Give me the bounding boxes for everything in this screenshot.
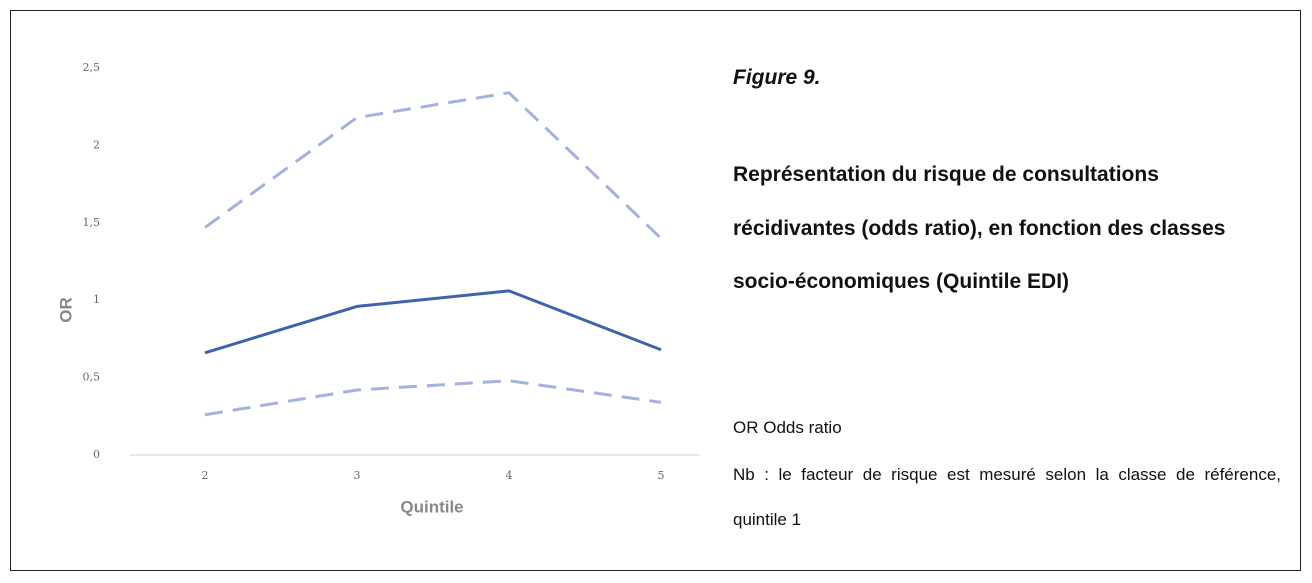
dashed-line <box>204 379 662 417</box>
y-tick-label: 0,5 <box>83 371 101 384</box>
line <box>204 289 662 355</box>
footnote: Nb : le facteur de risque est mesuré sel… <box>733 465 1281 529</box>
y-axis-label: OR <box>56 297 75 323</box>
y-tick-label: 1 <box>93 293 100 306</box>
y-tick-label: 0 <box>93 448 100 461</box>
x-tick-label: 3 <box>354 469 361 482</box>
x-tick-label: 2 <box>202 469 209 482</box>
x-tick-label: 5 <box>658 469 665 482</box>
chart: Quintile OR 0 0,5 1 1,5 2 2,5 2 3 4 5 <box>56 61 700 516</box>
figure-title: Représentation du risque de consultation… <box>733 163 1226 293</box>
x-tick-label: 4 <box>506 469 513 482</box>
dashed-line <box>204 91 663 240</box>
y-tick-label: 2 <box>93 138 100 151</box>
x-axis-label: Quintile <box>400 497 463 516</box>
figure-number: Figure 9. <box>733 66 821 89</box>
figure-frame <box>10 10 1301 571</box>
y-tick-label: 2,5 <box>83 61 101 74</box>
y-tick-label: 1,5 <box>83 216 101 229</box>
abbreviation-note: OR Odds ratio <box>733 418 842 437</box>
